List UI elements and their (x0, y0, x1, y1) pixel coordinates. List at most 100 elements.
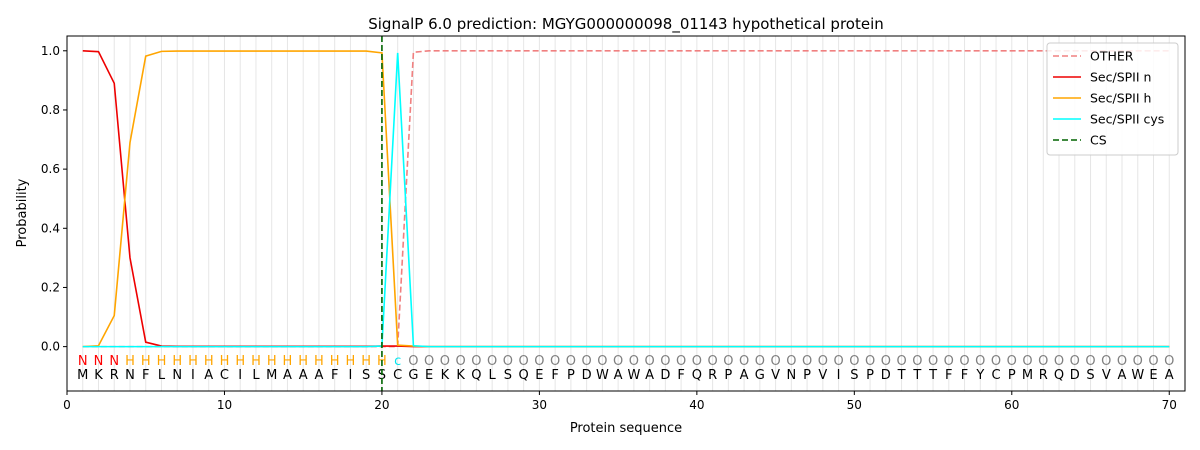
region-label: O (991, 354, 1001, 369)
region-label: O (802, 354, 812, 369)
region-label: O (739, 354, 749, 369)
residue-label: D (1070, 368, 1080, 383)
region-label: O (770, 354, 780, 369)
region-label: O (1101, 354, 1111, 369)
residue-label: K (94, 368, 103, 383)
residue-label: K (441, 368, 450, 383)
legend-label: Sec/SPII n (1090, 70, 1151, 85)
region-label: O (912, 354, 922, 369)
residue-label: D (660, 368, 670, 383)
residue-label: M (266, 368, 277, 383)
region-label: H (141, 354, 151, 369)
y-axis-label: Probability (15, 178, 30, 247)
x-tick-label: 70 (1162, 398, 1177, 412)
y-tick-label: 0.8 (41, 103, 60, 117)
region-label: O (424, 354, 434, 369)
residue-label: I (837, 368, 841, 383)
region-label: O (818, 354, 828, 369)
region-label: H (283, 354, 293, 369)
x-tick-label: 10 (217, 398, 232, 412)
region-label: O (613, 354, 623, 369)
residue-label: P (803, 368, 811, 383)
region-label: c (394, 354, 401, 369)
residue-label: C (220, 368, 229, 383)
region-label: H (188, 354, 198, 369)
legend-label: OTHER (1090, 49, 1134, 64)
x-tick-label: 40 (689, 398, 704, 412)
region-label: H (267, 354, 277, 369)
region-label: O (1117, 354, 1127, 369)
region-label: O (471, 354, 481, 369)
region-label: H (361, 354, 371, 369)
residue-label: V (771, 368, 780, 383)
residue-label: R (708, 368, 717, 383)
region-label: H (314, 354, 324, 369)
residue-label: R (1039, 368, 1048, 383)
residue-label: A (740, 368, 749, 383)
residue-label: F (945, 368, 952, 383)
legend-label: Sec/SPII h (1090, 91, 1151, 106)
residue-label: C (393, 368, 402, 383)
residue-label: A (204, 368, 213, 383)
residue-label: D (582, 368, 592, 383)
region-label: O (645, 354, 655, 369)
region-label: O (896, 354, 906, 369)
region-label: O (865, 354, 875, 369)
region-label: H (220, 354, 230, 369)
residue-label: P (724, 368, 732, 383)
residue-label: G (755, 368, 765, 383)
residue-label: L (252, 368, 260, 383)
legend-label: Sec/SPII cys (1090, 112, 1164, 127)
y-tick-label: 0.0 (41, 340, 60, 354)
region-label: H (157, 354, 167, 369)
region-label: O (833, 354, 843, 369)
x-tick-label: 0 (63, 398, 71, 412)
region-label: O (629, 354, 639, 369)
region-label: O (1164, 354, 1174, 369)
residue-label: Q (519, 368, 529, 383)
residue-label: W (1131, 368, 1144, 383)
x-tick-label: 30 (532, 398, 547, 412)
region-label: H (346, 354, 356, 369)
residue-label: S (362, 368, 370, 383)
residue-label: S (378, 368, 386, 383)
residue-label: I (238, 368, 242, 383)
residue-label: I (349, 368, 353, 383)
series-lines (82, 36, 1170, 391)
residue-label: P (866, 368, 874, 383)
region-label: N (109, 354, 119, 369)
region-label: O (959, 354, 969, 369)
region-label: O (928, 354, 938, 369)
y-tick-label: 1.0 (41, 44, 60, 58)
region-label: O (582, 354, 592, 369)
residue-label: V (1102, 368, 1111, 383)
residue-label: A (314, 368, 323, 383)
region-label: O (1148, 354, 1158, 369)
region-label: N (94, 354, 104, 369)
series-line (82, 52, 1170, 348)
legend-label: CS (1090, 133, 1107, 148)
region-label: O (944, 354, 954, 369)
region-label: O (550, 354, 560, 369)
residue-label: Q (692, 368, 702, 383)
residue-label: F (551, 368, 558, 383)
region-label: O (975, 354, 985, 369)
region-label: O (692, 354, 702, 369)
legend: OTHER Sec/SPII n Sec/SPII h Sec/SPII cys CS (1046, 42, 1179, 156)
residue-label: F (961, 368, 968, 383)
chart-title: SignalP 6.0 prediction: MGYG000000098_01… (368, 15, 884, 34)
region-label: O (456, 354, 466, 369)
x-axis-label: Protein sequence (570, 421, 682, 436)
residue-label: E (425, 368, 433, 383)
residue-label: L (158, 368, 166, 383)
region-label: H (298, 354, 308, 369)
region-label: O (1038, 354, 1048, 369)
region-label: O (849, 354, 859, 369)
axes: 0 10 20 30 40 50 60 70 0.0 0.2 0.4 0.6 0.8 1.0 (41, 44, 1177, 412)
residue-label: Y (975, 368, 984, 383)
region-label: O (755, 354, 765, 369)
residue-label: S (1086, 368, 1094, 383)
residue-label: L (489, 368, 497, 383)
region-label: N (78, 354, 88, 369)
